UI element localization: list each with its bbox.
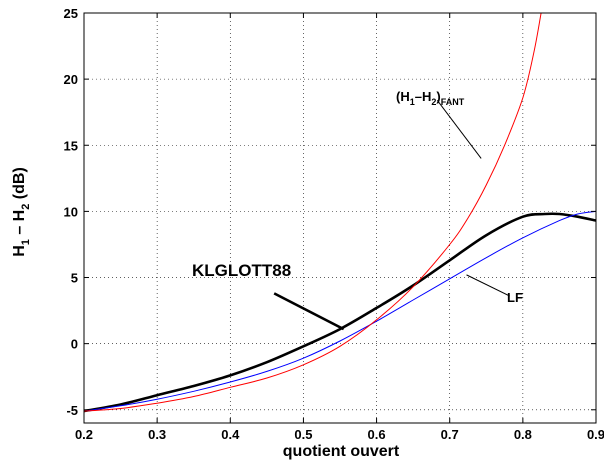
plot-frame: [83, 12, 597, 424]
series-line-h-h-fant: [83, 12, 542, 412]
ticks: [83, 12, 597, 423]
x-tick-label: 0.4: [221, 427, 240, 442]
series-line-klglott88: [83, 212, 597, 413]
y-axis-label: H1 – H2 (dB): [11, 167, 32, 257]
series-lines: [83, 12, 597, 413]
annotation-fant: (H1–H2)FANT: [396, 89, 465, 107]
series-line-lf: [83, 210, 597, 412]
x-tick-label: 0.7: [441, 427, 459, 442]
x-tick-label: 0.9: [587, 427, 604, 442]
y-tick-label: -5: [66, 403, 78, 418]
annotation-lf: LF: [507, 290, 523, 305]
y-tick-label: 15: [64, 138, 78, 153]
y-tick-label: 0: [71, 337, 78, 352]
y-tick-label: 25: [64, 6, 78, 21]
x-tick-label: 0.8: [514, 427, 532, 442]
annotation-klglott88: KLGLOTT88: [192, 261, 291, 280]
y-tick-label: 5: [71, 271, 78, 286]
pointer-fant: [436, 99, 482, 159]
x-tick-label: 0.3: [148, 427, 166, 442]
x-tick-label: 0.6: [368, 427, 386, 442]
y-tick-label: 20: [64, 72, 78, 87]
tick-labels: 0.2 0.3 0.4 0.5 0.6 0.7 0.8 0.9 -5 0 5 10 15 20 25: [64, 6, 604, 442]
y-tick-label: 10: [64, 204, 78, 219]
x-tick-label: 0.5: [294, 427, 312, 442]
grid: [84, 13, 596, 423]
x-axis-label: quotient ouvert: [283, 443, 400, 460]
pointer-klglott88: [273, 292, 345, 331]
x-tick-label: 0.2: [75, 427, 93, 442]
pointer-lf: [466, 274, 510, 297]
